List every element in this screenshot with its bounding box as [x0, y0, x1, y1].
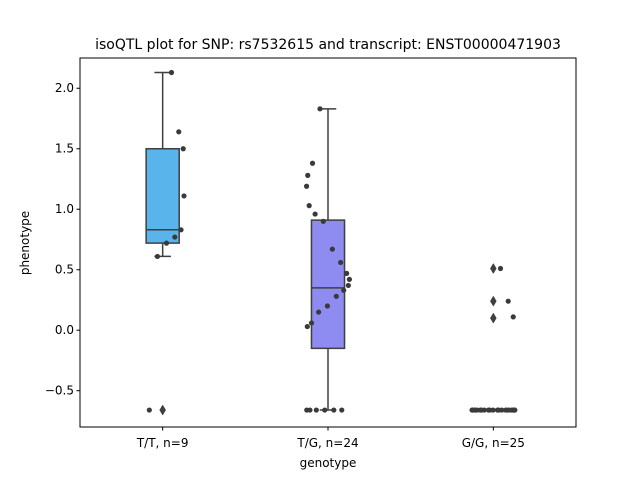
data-point [178, 227, 184, 233]
data-point [490, 407, 496, 413]
x-tick-label: T/G, n=24 [296, 436, 358, 450]
data-point [304, 323, 310, 330]
data-point [308, 320, 315, 326]
data-point [503, 407, 509, 413]
box-group [310, 108, 346, 411]
data-point [499, 407, 505, 413]
data-point [322, 407, 328, 413]
data-point [339, 407, 345, 413]
data-point [329, 246, 335, 252]
data-point [510, 314, 516, 320]
data-point [346, 276, 352, 282]
y-tick-label: 1.0 [55, 202, 74, 216]
data-point [317, 106, 323, 112]
plot-area: −0.5 0.0 0.5 1.0 1.5 2.0 T/T, n=9 T/G, n=24 G/G,… [45, 69, 525, 450]
box-iqr [310, 219, 346, 350]
x-tick-label: G/G, n=25 [462, 436, 525, 450]
y-tick-label: −0.5 [45, 384, 74, 398]
data-point [316, 309, 322, 315]
data-point [341, 287, 347, 293]
data-point [181, 193, 187, 199]
x-tick-label: T/T, n=9 [136, 436, 189, 450]
y-axis-label: phenotype [18, 211, 32, 275]
data-point [324, 303, 331, 309]
data-point [163, 240, 170, 246]
outlier-marker [490, 263, 497, 274]
outlier-marker [159, 404, 166, 416]
data-point [306, 203, 312, 209]
data-point [338, 259, 344, 266]
y-tick-label: 2.0 [55, 81, 74, 95]
data-point [485, 407, 492, 413]
box-group [476, 263, 510, 411]
data-point [481, 407, 487, 413]
data-point [344, 270, 350, 276]
data-point [331, 407, 337, 413]
x-axis-label: genotype [300, 456, 357, 470]
y-tick-label: 0.5 [55, 263, 74, 277]
data-point [172, 234, 178, 240]
data-point [477, 407, 483, 413]
data-point [333, 293, 339, 299]
data-point [303, 183, 310, 189]
data-point [180, 146, 186, 152]
data-point [168, 69, 175, 76]
data-point [307, 407, 313, 413]
outlier-marker [490, 312, 497, 324]
data-point [313, 407, 319, 413]
box-iqr [145, 147, 180, 244]
data-point [509, 407, 515, 413]
data-point [312, 211, 318, 217]
outlier-marker [490, 295, 497, 307]
data-point [309, 160, 316, 166]
data-point [505, 298, 511, 304]
chart-title: isoQTL plot for SNP: rs7532615 and trans… [95, 37, 561, 53]
plot-frame [79, 57, 577, 428]
data-point [146, 407, 152, 413]
y-tick-label: 0.0 [55, 323, 74, 337]
y-tick-label: 1.5 [55, 142, 74, 156]
data-point [320, 218, 326, 224]
data-point [471, 407, 477, 413]
data-point [345, 282, 351, 289]
data-point [494, 407, 501, 413]
data-point [497, 265, 504, 272]
box-group [145, 71, 180, 416]
data-point [154, 253, 161, 260]
data-point [176, 129, 182, 135]
data-point [305, 172, 311, 178]
